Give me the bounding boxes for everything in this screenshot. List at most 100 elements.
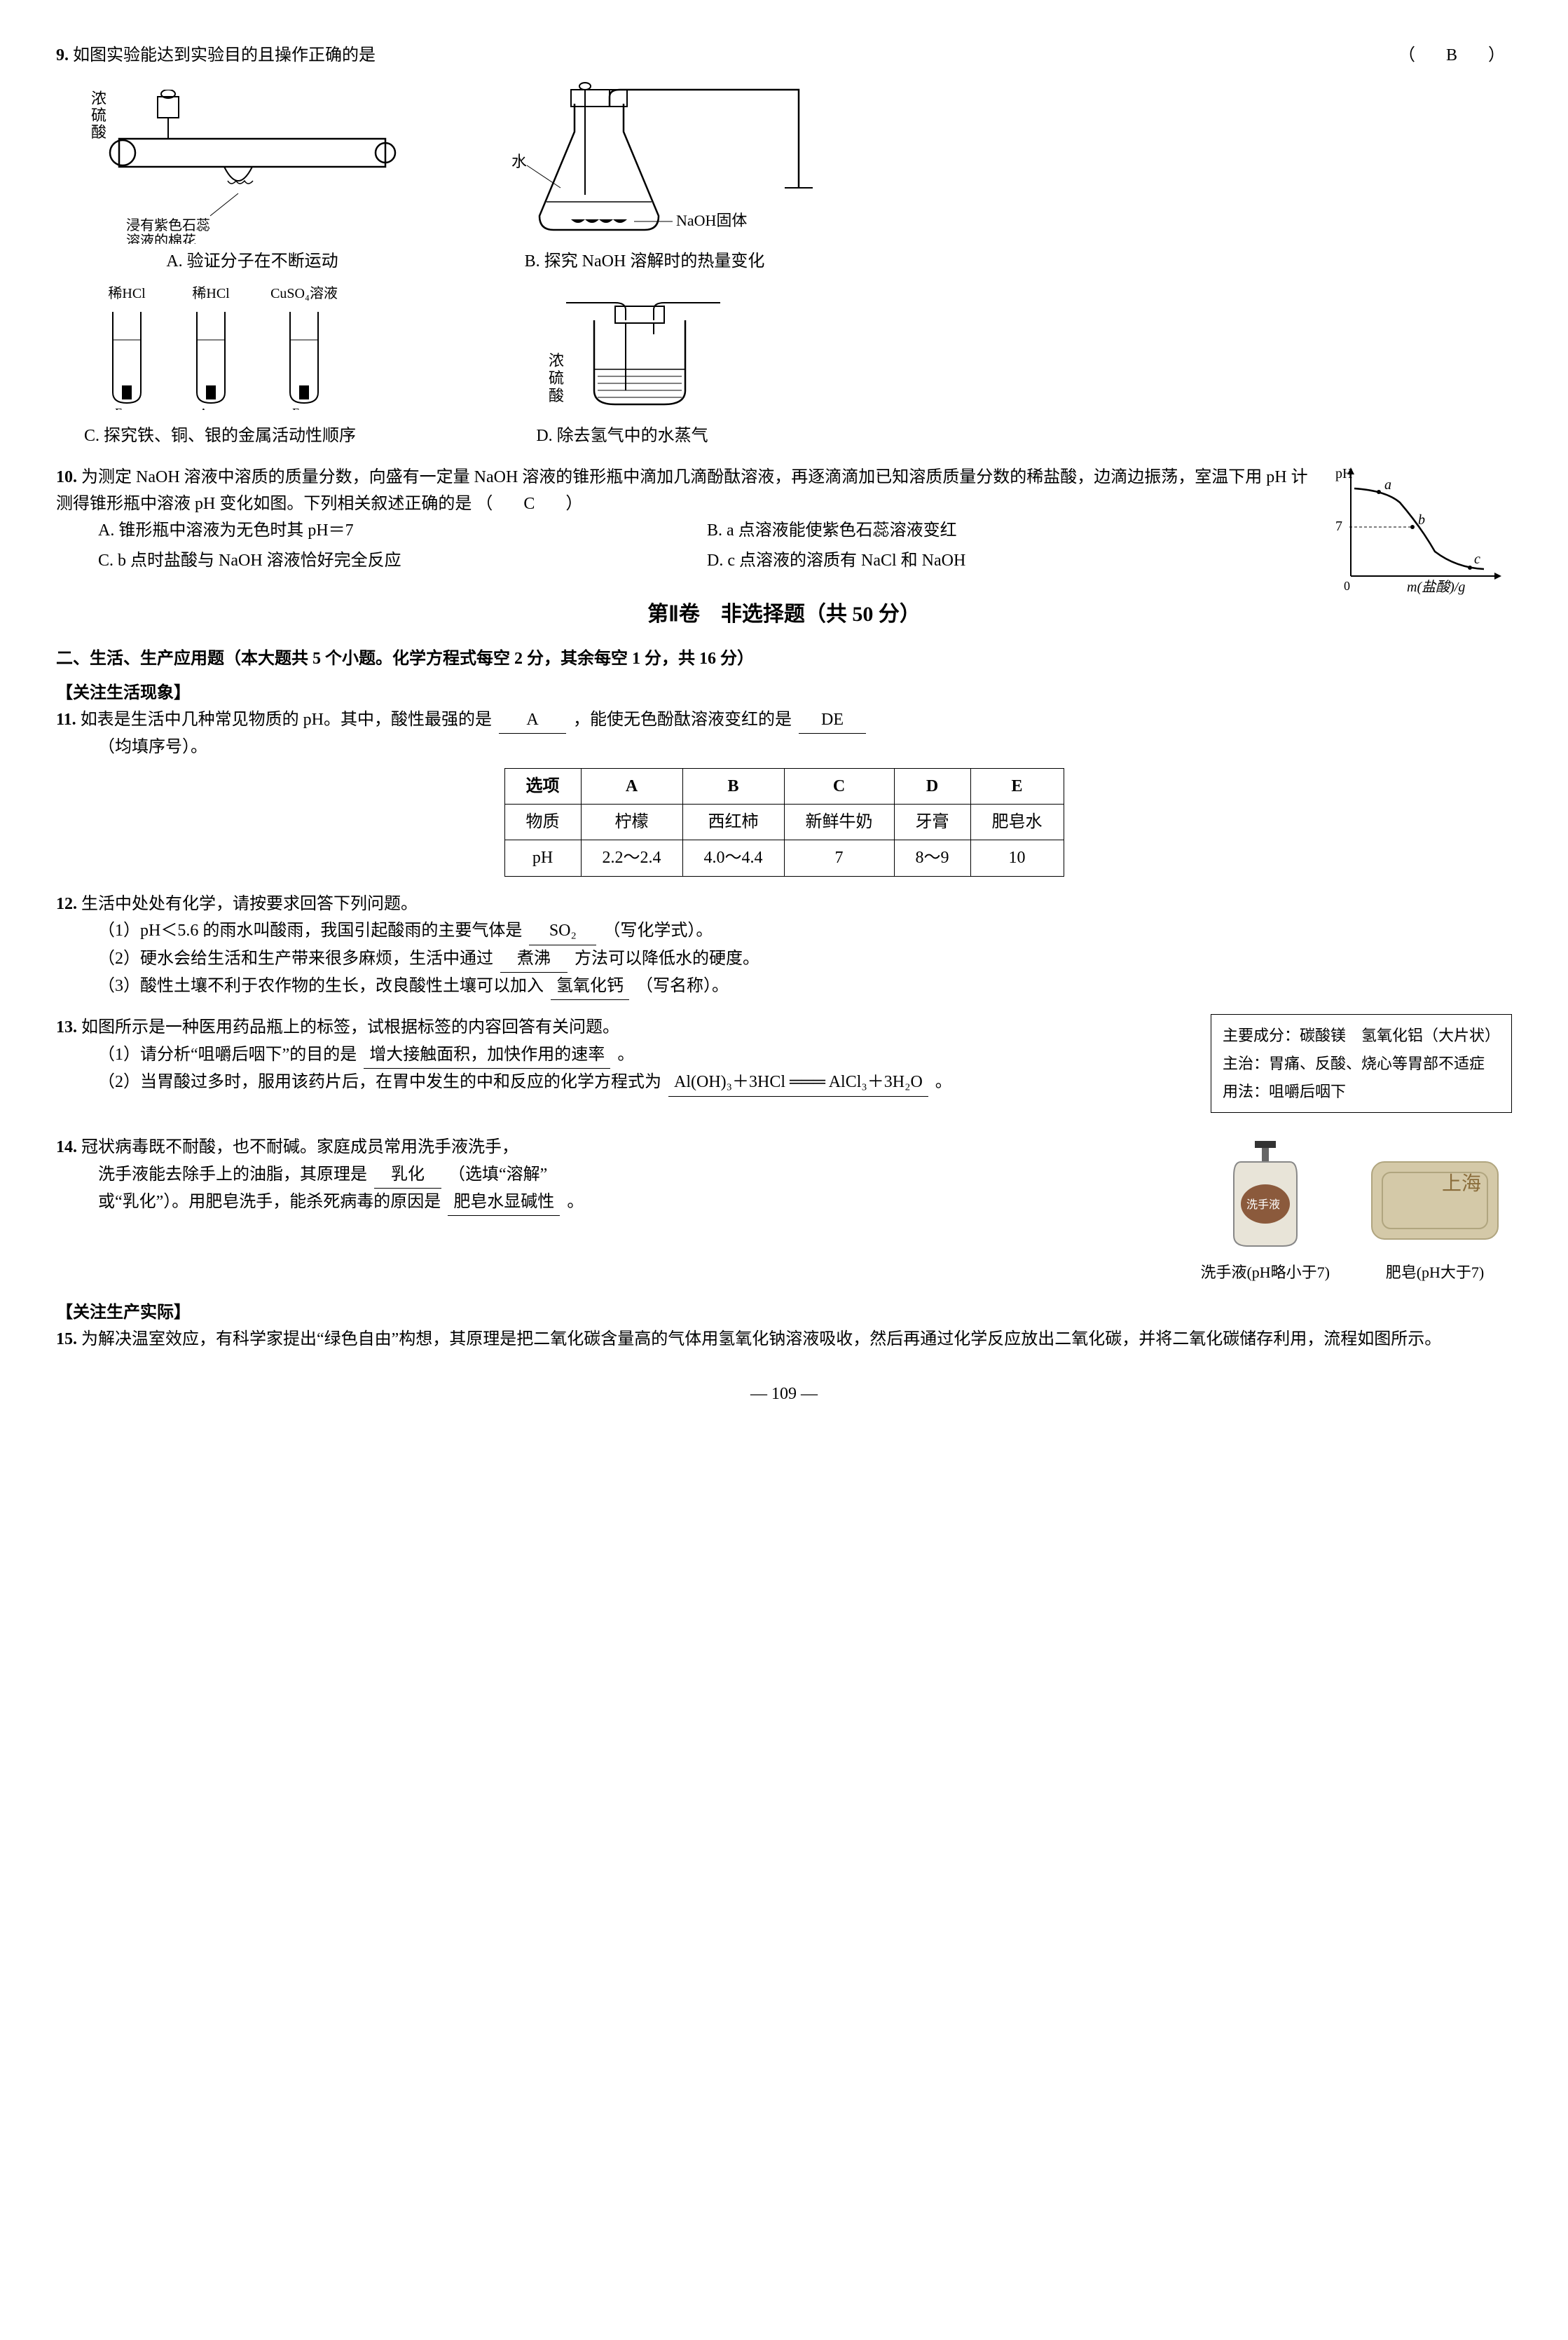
q9-header: 9. 如图实验能达到实验目的且操作正确的是 （ B ） (56, 42, 1512, 69)
q11-r0c0: 物质 (504, 805, 581, 840)
q9-diagram-c: 稀HCl Fe 稀HCl Ag (84, 282, 356, 450)
bracket-production: 【关注生产实际】 (56, 1299, 1512, 1326)
q11-table: 选项 A B C D E 物质 柠檬 西红柿 新鲜牛奶 牙膏 肥皂水 pH 2.… (504, 768, 1064, 877)
soap-icon: 上海 (1358, 1134, 1512, 1253)
q11-blank2: DE (799, 706, 866, 734)
q9d-label2: 硫 (549, 369, 564, 387)
q10-number: 10. (56, 468, 77, 486)
q11-stem-pre: 如表是生活中几种常见物质的 pH。其中，酸性最强的是 (81, 711, 492, 729)
q13-box-l3: 用法：咀嚼后咽下 (1223, 1078, 1500, 1106)
q10-answer-paren: （ C ） (476, 495, 589, 513)
q11-r0c4: 牙膏 (894, 805, 970, 840)
q13-box-l2: 主治：胃痛、反酸、烧心等胃部不适症 (1223, 1050, 1500, 1078)
q11-r0c1: 柠檬 (581, 805, 682, 840)
q9-answer-paren: （ B ） (1398, 42, 1512, 69)
q12-p2: （2）硬水会给生活和生产带来很多麻烦，生活中通过 煮沸 方法可以降低水的硬度。 (98, 945, 1512, 973)
q14-number: 14. (56, 1138, 77, 1156)
q11-header-row: 选项 A B C D E (504, 768, 1064, 804)
q10-options: A. 锥形瓶中溶液为无色时其 pH＝7 B. a 点溶液能使紫色石蕊溶液变红 C… (98, 517, 1316, 577)
q11-h0: 选项 (504, 768, 581, 804)
q11-h2: B (682, 768, 784, 804)
q9c-label3: CuSO₄溶液 (270, 282, 338, 305)
q11-stem-suf: （均填序号）。 (98, 734, 1512, 760)
q12-p1: （1）pH＜5.6 的雨水叫酸雨，我国引起酸雨的主要气体是 SO₂ （写化学式）… (98, 917, 1512, 945)
q11-h1: A (581, 768, 682, 804)
q9b-water-label: 水 (511, 153, 527, 170)
q11-r1c3: 7 (784, 840, 894, 876)
q12-p3-pre: （3）酸性土壤不利于农作物的生长，改良酸性土壤可以加入 (98, 977, 544, 995)
q11-row-substance: 物质 柠檬 西红柿 新鲜牛奶 牙膏 肥皂水 (504, 805, 1064, 840)
q14-row: 14. 冠状病毒既不耐酸，也不耐碱。家庭成员常用洗手液洗手， 洗手液能去除手上的… (56, 1134, 1512, 1285)
q14-line3: 或“乳化”）。用肥皂洗手，能杀死病毒的原因是 肥皂水显碱性 。 (98, 1189, 1172, 1216)
q9b-solid-label: NaOH固体 (676, 212, 747, 229)
q10-graph-svg: pH 7 a b c 0 m(盐酸)/g (1330, 464, 1512, 597)
q12-p2-blank: 煮沸 (500, 945, 568, 973)
q11-h4: D (894, 768, 970, 804)
q9-stem-text: 如图实验能达到实验目的且操作正确的是 (73, 46, 376, 64)
q10-stem-row: 10. 为测定 NaOH 溶液中溶质的质量分数，向盛有一定量 NaOH 溶液的锥… (56, 464, 1316, 518)
q9d-label3: 酸 (549, 387, 564, 404)
svg-text:Ag: Ag (199, 406, 214, 410)
q13-stem-text: 如图所示是一种医用药品瓶上的标签，试根据标签的内容回答有关问题。 (81, 1018, 619, 1036)
q13-label-box: 主要成分：碳酸镁 氢氧化铝（大片状） 主治：胃痛、反酸、烧心等胃部不适症 用法：… (1211, 1014, 1512, 1113)
q9c-caption: C. 探究铁、铜、银的金属活动性顺序 (84, 423, 356, 449)
q12-p3: （3）酸性土壤不利于农作物的生长，改良酸性土壤可以加入 氢氧化钙 （写名称）。 (98, 973, 1512, 1000)
q11-r1c0: pH (504, 840, 581, 876)
handwash-icon: 洗手液 (1206, 1134, 1325, 1253)
page-number: — 109 — (56, 1381, 1512, 1407)
soap-text: 上海 (1442, 1172, 1481, 1195)
q12-p1-pre: （1）pH＜5.6 的雨水叫酸雨，我国引起酸雨的主要气体是 (98, 922, 522, 940)
q9c-label1: 稀HCl (102, 282, 151, 305)
q12-stem: 12. 生活中处处有化学，请按要求回答下列问题。 (56, 891, 1512, 917)
q13-p2-pre: （2）当胃酸过多时，服用该药片后，在胃中发生的中和反应的化学方程式为 (98, 1073, 661, 1091)
q9c-tubes: 稀HCl Fe 稀HCl Ag (102, 282, 338, 418)
q9b-svg: 水 NaOH固体 (462, 76, 827, 244)
q9d-caption: D. 除去氢气中的水蒸气 (536, 423, 708, 449)
question-12: 12. 生活中处处有化学，请按要求回答下列问题。 （1）pH＜5.6 的雨水叫酸… (56, 891, 1512, 1001)
q10-pt-c: c (1474, 552, 1480, 567)
q10-pt-a: a (1384, 477, 1391, 493)
question-14: 14. 冠状病毒既不耐酸，也不耐碱。家庭成员常用洗手液洗手， 洗手液能去除手上的… (56, 1134, 1512, 1285)
q10-option-c: C. b 点时盐酸与 NaOH 溶液恰好完全反应 (98, 547, 707, 574)
q14-img-right-label: 肥皂(pH大于7) (1358, 1260, 1512, 1285)
section-ii-title: 第Ⅱ卷 非选择题（共 50 分） (56, 598, 1512, 631)
q11-row-ph: pH 2.2～2.4 4.0～4.4 7 8～9 10 (504, 840, 1064, 876)
q9c-svg1: Fe (102, 305, 151, 410)
q9-diagram-a: 浓 硫 酸 浸有紫色石蕊 溶液的棉花 A. 验证分子在不断运动 (84, 90, 420, 275)
q13-number: 13. (56, 1018, 77, 1036)
q11-h5: E (970, 768, 1064, 804)
q12-p2-pre: （2）硬水会给生活和生产带来很多麻烦，生活中通过 (98, 950, 493, 968)
q11-stem: 11. 如表是生活中几种常见物质的 pH。其中，酸性最强的是 A ，能使无色酚酞… (56, 706, 1512, 734)
q14-line2: 洗手液能去除手上的油脂，其原理是 乳化 （选填“溶解” (98, 1161, 1172, 1189)
q14-l2-pre: 洗手液能去除手上的油脂，其原理是 (98, 1165, 367, 1184)
q9-answer: B (1446, 46, 1464, 64)
q9a-label-left2: 硫 (91, 107, 106, 124)
q14-l2-post: （选填“溶解” (448, 1165, 547, 1184)
q14-img-right: 上海 肥皂(pH大于7) (1358, 1134, 1512, 1285)
q9-number: 9. (56, 46, 69, 64)
q9c-svg2: Ag (186, 305, 235, 410)
q13-p1-post: 。 (617, 1046, 634, 1064)
q11-r1c2: 4.0～4.4 (682, 840, 784, 876)
q9-stem: 9. 如图实验能达到实验目的且操作正确的是 (56, 42, 376, 69)
q11-r1c5: 10 (970, 840, 1064, 876)
svg-text:0: 0 (1344, 579, 1350, 593)
q12-p1-post: （写化学式）。 (603, 922, 713, 940)
q11-r1c4: 8～9 (894, 840, 970, 876)
svg-text:Fe: Fe (292, 406, 305, 410)
q9c-tube1: 稀HCl Fe (102, 282, 151, 418)
q15-number: 15. (56, 1330, 77, 1348)
q9a-label-left3: 酸 (91, 123, 106, 141)
q9-row-ab: 浓 硫 酸 浸有紫色石蕊 溶液的棉花 A. 验证分子在不断运动 (84, 76, 1512, 275)
q11-stem-mid: ，能使无色酚酞溶液变红的是 (573, 711, 792, 729)
q10-option-a: A. 锥形瓶中溶液为无色时其 pH＝7 (98, 517, 707, 544)
question-11: 11. 如表是生活中几种常见物质的 pH。其中，酸性最强的是 A ，能使无色酚酞… (56, 706, 1512, 877)
q9a-label-left: 浓 (91, 90, 106, 107)
q10-option-b: B. a 点溶液能使紫色石蕊溶液变红 (707, 517, 1316, 544)
q9-diagram-b: 水 NaOH固体 B. 探究 NaOH 溶解时的热量变化 (462, 76, 827, 275)
q10-option-d: D. c 点溶液的溶质有 NaCl 和 NaOH (707, 547, 1316, 574)
q9-row-cd: 稀HCl Fe 稀HCl Ag (84, 282, 1512, 450)
q10-ylabel: pH (1335, 466, 1352, 481)
q9d-svg: 浓 硫 酸 (510, 292, 734, 418)
q14-l3-post: 。 (567, 1193, 584, 1211)
